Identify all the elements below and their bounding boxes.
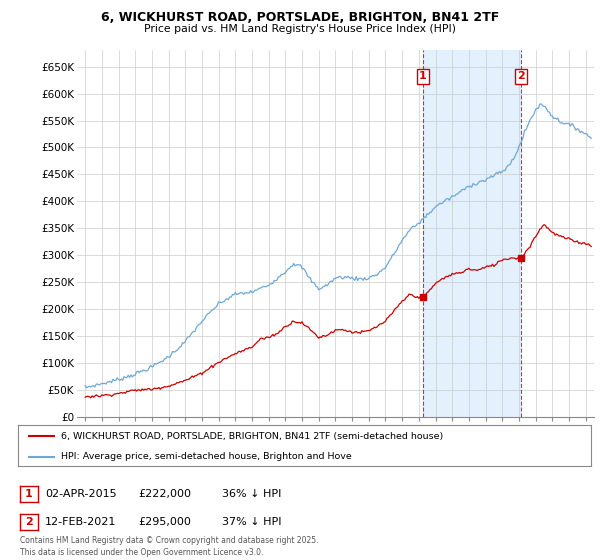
Text: 02-APR-2015: 02-APR-2015 [45, 489, 116, 499]
FancyBboxPatch shape [515, 68, 527, 83]
Text: 1: 1 [25, 489, 32, 499]
Text: 36% ↓ HPI: 36% ↓ HPI [222, 489, 281, 499]
Text: 2: 2 [25, 517, 32, 527]
Text: £222,000: £222,000 [138, 489, 191, 499]
Text: 6, WICKHURST ROAD, PORTSLADE, BRIGHTON, BN41 2TF: 6, WICKHURST ROAD, PORTSLADE, BRIGHTON, … [101, 11, 499, 24]
Bar [423, 50, 521, 417]
Text: Price paid vs. HM Land Registry's House Price Index (HPI): Price paid vs. HM Land Registry's House … [144, 24, 456, 34]
Text: 2: 2 [517, 71, 525, 81]
Text: HPI: Average price, semi-detached house, Brighton and Hove: HPI: Average price, semi-detached house,… [61, 452, 352, 461]
Text: 12-FEB-2021: 12-FEB-2021 [45, 517, 116, 527]
FancyBboxPatch shape [417, 68, 429, 83]
Text: 1: 1 [419, 71, 427, 81]
Text: 6, WICKHURST ROAD, PORTSLADE, BRIGHTON, BN41 2TF (semi-detached house): 6, WICKHURST ROAD, PORTSLADE, BRIGHTON, … [61, 432, 443, 441]
Text: Contains HM Land Registry data © Crown copyright and database right 2025.
This d: Contains HM Land Registry data © Crown c… [20, 536, 319, 557]
Text: £295,000: £295,000 [138, 517, 191, 527]
Text: 37% ↓ HPI: 37% ↓ HPI [222, 517, 281, 527]
